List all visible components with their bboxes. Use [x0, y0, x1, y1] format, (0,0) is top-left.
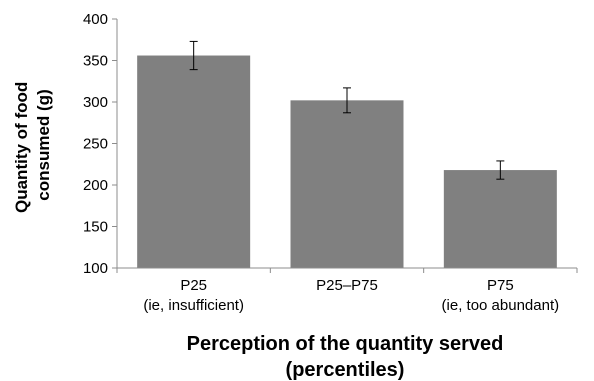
y-tick-label: 100	[83, 260, 108, 277]
y-tick-label: 250	[83, 136, 108, 153]
y-axis-label-line1: Quantity of food	[12, 82, 31, 213]
x-category-labels: P25 (ie, insufficient) P25–P75 P75 (ie, too …	[143, 277, 559, 314]
y-tick-label: 350	[83, 53, 108, 70]
x-axis-label-line1: Perception of the quantity served	[187, 333, 504, 355]
y-axis-ticks: 100 150 200 250 300 350 400	[83, 11, 117, 277]
x-axis-label-line2: (percentiles)	[286, 359, 405, 381]
bar	[137, 55, 251, 268]
y-tick-label: 200	[83, 177, 108, 194]
bar	[290, 100, 404, 268]
x-category-label: P25	[180, 277, 207, 294]
bar	[443, 170, 557, 268]
x-category-label: P25–P75	[316, 277, 378, 294]
x-category-sublabel: (ie, insufficient)	[143, 297, 244, 314]
error-bars	[189, 40, 505, 180]
x-category-sublabel: (ie, too abundant)	[442, 297, 560, 314]
y-tick-label: 150	[83, 219, 108, 236]
y-axis-label: Quantity of food consumed (g)	[12, 77, 53, 213]
bars	[137, 55, 557, 268]
x-axis-ticks	[116, 268, 578, 273]
y-tick-label: 400	[83, 11, 108, 28]
y-tick-label: 300	[83, 94, 108, 111]
x-category-label: P75	[487, 277, 514, 294]
y-axis-label-line2: consumed (g)	[34, 89, 53, 200]
